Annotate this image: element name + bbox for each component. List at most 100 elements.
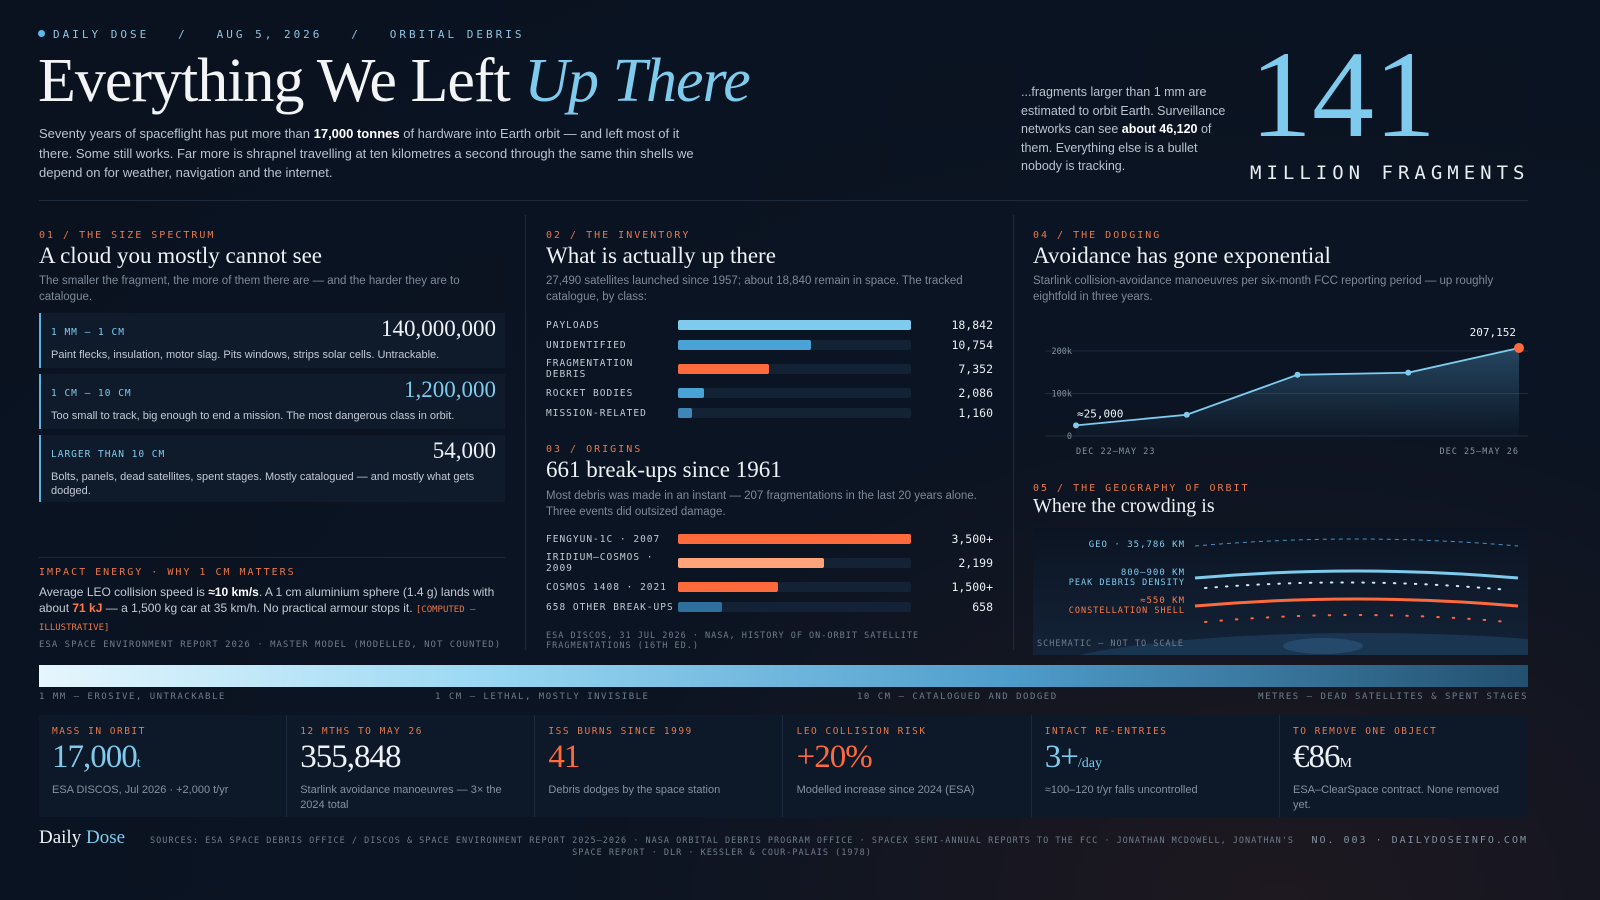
issue: NO. 003 · DAILYDOSEINFO.COM: [1311, 835, 1528, 846]
bar-label: PAYLOADS: [546, 319, 600, 331]
impact-text: Average LEO collision speed is ≈10 km/s.…: [39, 584, 509, 636]
stat-card: TO REMOVE ONE OBJECT €86M ESA–ClearSpace c…: [1280, 715, 1528, 817]
hero-note: ...fragments larger than 1 mm are estima…: [1021, 83, 1226, 176]
bar-value: 1,160: [958, 406, 993, 420]
schematic-note: SCHEMATIC — NOT TO SCALE: [1037, 639, 1184, 649]
y-tick-label: 100k: [1052, 390, 1072, 400]
stat-card: 12 MTHS TO MAY 26 355,848 Starlink avoidan…: [287, 715, 536, 817]
stat-value: 17,000t: [52, 739, 273, 777]
bar-track: [678, 408, 911, 418]
impact-source: ESA SPACE ENVIRONMENT REPORT 2026 · MAST…: [39, 640, 502, 650]
section-description: The smaller the fragment, the more of th…: [39, 275, 460, 303]
line-chart: 0 100k 200k ≈25,000 DEC 22–MAY 23 207,152 DEC …: [1045, 326, 1528, 457]
size-count: 140,000,000: [381, 316, 496, 341]
divider: [525, 215, 526, 650]
bar-track: [678, 364, 911, 374]
origins-chart: FENGYUN-1C · 2007 3,500+ IRIDIUM–COSMOS · …: [546, 532, 993, 614]
stat-note: Modelled increase since 2024 (ESA): [796, 784, 975, 796]
bar-value: 2,199: [958, 556, 993, 570]
section-label: 01 / THE SIZE SPECTRUM: [39, 230, 216, 241]
stat-note: ESA–ClearSpace contract. None removed ye…: [1293, 784, 1500, 811]
impact-bold: ≈10 km/s: [208, 585, 259, 599]
impact-label: IMPACT ENERGY · WHY 1 CM MATTERS: [39, 567, 296, 578]
bar-row: IRIDIUM–COSMOS · 2009 2,199: [546, 552, 993, 574]
point: [1183, 411, 1190, 418]
point: [1294, 371, 1301, 378]
size-count: 1,200,000: [404, 377, 496, 402]
intro-text: of hardware into Earth orbit — and left …: [39, 126, 694, 180]
stat-note: ≈100–120 t/yr falls uncontrolled: [1044, 784, 1198, 796]
y-tick-label: 0: [1067, 432, 1072, 442]
bar-label: IRIDIUM–COSMOS · 2009: [546, 552, 654, 574]
stat-note: ESA DISCOS, Jul 2026 · +2,000 t/yr: [52, 784, 229, 796]
bar-row: UNIDENTIFIED 10,754: [546, 338, 993, 352]
stat-unit: M: [1339, 756, 1352, 771]
bar: [678, 408, 693, 418]
bar: [678, 340, 811, 350]
stat-card: LEO COLLISION RISK +20% Modelled increase …: [783, 715, 1032, 817]
rule: [39, 200, 1528, 201]
bar-value: 7,352: [958, 362, 993, 376]
brand-text: Daily: [39, 827, 82, 848]
earth-land: [1283, 638, 1363, 654]
note-bold: about 46,120: [1121, 122, 1198, 136]
brand: Daily Dose: [39, 827, 125, 849]
divider: [1013, 215, 1014, 650]
bar-row: FRAGMENTATION DEBRIS 7,352: [546, 358, 993, 380]
bar-track: [678, 602, 911, 612]
stat-value: 3+/day: [1045, 739, 1266, 777]
stat-value: €86M: [1293, 739, 1515, 777]
stat-number: 3+: [1044, 739, 1079, 775]
point: [1073, 422, 1079, 429]
bar-track: [678, 558, 911, 568]
bar-track: [678, 582, 911, 592]
stat-value: +20%: [797, 739, 1018, 777]
bar-label: COSMOS 1408 · 2021: [546, 581, 667, 593]
bar-label: UNIDENTIFIED: [546, 339, 627, 351]
section-description: Most debris was made in an instant — 207…: [546, 490, 977, 518]
y-tick-label: 200k: [1052, 347, 1072, 357]
bar-value: 3,500+: [951, 532, 993, 546]
stat-label: 12 MTHS TO MAY 26: [300, 726, 423, 737]
bar-row: 658 OTHER BREAK-UPS 658: [546, 600, 993, 614]
point: [1405, 369, 1412, 376]
stat-label: TO REMOVE ONE OBJECT: [1293, 726, 1438, 737]
kicker-text: DAILY DOSE / AUG 5, 2026 / ORBITAL DEBRI…: [53, 28, 525, 41]
point: [1514, 342, 1524, 353]
intro: Seventy years of spaceflight has put mor…: [39, 124, 711, 183]
section-description: Starlink collision-avoidance manoeuvres …: [1033, 275, 1494, 303]
size-range: LARGER THAN 10 CM: [51, 449, 166, 460]
intro-text: Seventy years of spaceflight has put mor…: [39, 126, 314, 141]
section-heading: A cloud you mostly cannot see: [39, 243, 322, 268]
bar-label: 658 OTHER BREAK-UPS: [546, 601, 674, 613]
bar-row: MISSION-RELATED 1,160: [546, 406, 993, 420]
title-text: Everything We Left: [38, 47, 511, 115]
title: Everything We Left Up There: [38, 46, 751, 117]
area: [1076, 347, 1519, 436]
shell-label: CONSTELLATION SHELL: [1069, 606, 1185, 616]
debris-dots: [1204, 581, 1509, 591]
bar: [678, 558, 825, 568]
hero-number: 141: [1250, 26, 1436, 163]
stat-note: Debris dodges by the space station: [548, 784, 721, 796]
dot: [38, 30, 45, 37]
bar-label: FENGYUN-1C · 2007: [546, 533, 661, 545]
shell-label: ≈550 KM: [1140, 596, 1185, 606]
bar-value: 658: [972, 600, 993, 614]
bar-label: MISSION-RELATED: [546, 407, 647, 419]
bar-label: ROCKET BODIES: [546, 387, 634, 399]
inventory-chart: PAYLOADS 18,842 UNIDENTIFIED 10,754 FRAGMENT…: [546, 318, 993, 420]
section-heading: What is actually up there: [546, 243, 776, 268]
stat-card: ISS BURNS SINCE 1999 41 Debris dodges by t…: [535, 715, 784, 817]
bar-row: ROCKET BODIES 2,086: [546, 386, 993, 400]
bar-track: [678, 534, 911, 544]
origins-source: ESA DISCOS, 31 JUL 2026 · NASA, HISTORY …: [546, 631, 920, 651]
impact-part: Average LEO collision speed is: [39, 585, 209, 599]
stat-label: LEO COLLISION RISK: [796, 726, 927, 737]
schematic-bg: [1033, 528, 1528, 655]
stat-note: Starlink avoidance manoeuvres — 3× the 2…: [300, 784, 502, 811]
bar-label: FRAGMENTATION DEBRIS: [546, 358, 634, 380]
size-count: 54,000: [432, 438, 496, 463]
note-text: ...fragments larger than 1 mm are estima…: [1021, 85, 1226, 136]
